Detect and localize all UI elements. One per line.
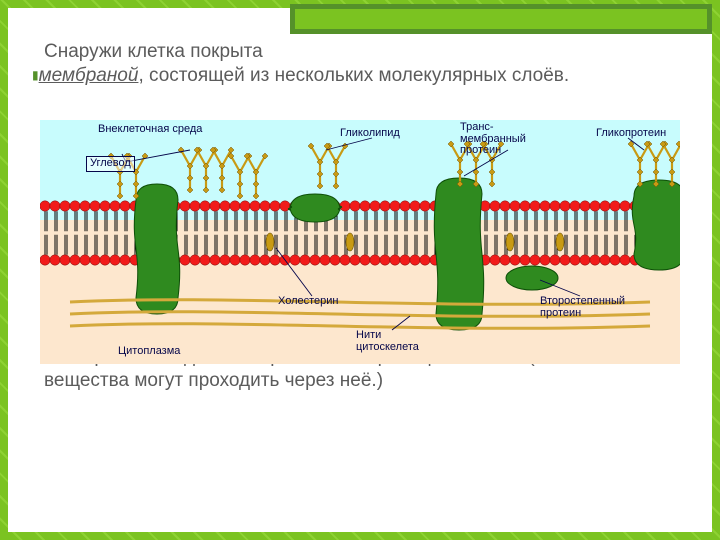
membrane-diagram bbox=[40, 120, 680, 364]
diagram-label-glycolipid: Гликолипид bbox=[340, 128, 400, 140]
diagram-label-env: Внеклеточная среда bbox=[98, 124, 202, 136]
diagram-label-glycoprotein: Гликопротеин bbox=[596, 128, 666, 140]
line2-rest: , состоящей из нескольких молекулярных с… bbox=[138, 65, 569, 86]
membrane-word: мембраной bbox=[39, 65, 139, 86]
diagram-label-transmem: Транс- мембранный протеин bbox=[460, 122, 526, 157]
diagram-label-cytofil: Нити цитоскелета bbox=[356, 330, 419, 353]
diagram-label-cytoplasm: Цитоплазма bbox=[118, 346, 180, 358]
diagram-label-carb: Углевод bbox=[86, 156, 135, 172]
text-line1: Снаружи клетка покрыта bbox=[44, 40, 263, 64]
diagram-label-cholesterol: Холестерин bbox=[278, 296, 339, 308]
diagram-label-secprotein: Второстепенный протеин bbox=[540, 296, 625, 319]
text-line2: ▮мембраной, состоящей из нескольких моле… bbox=[32, 64, 652, 88]
accent-bar bbox=[290, 4, 712, 34]
